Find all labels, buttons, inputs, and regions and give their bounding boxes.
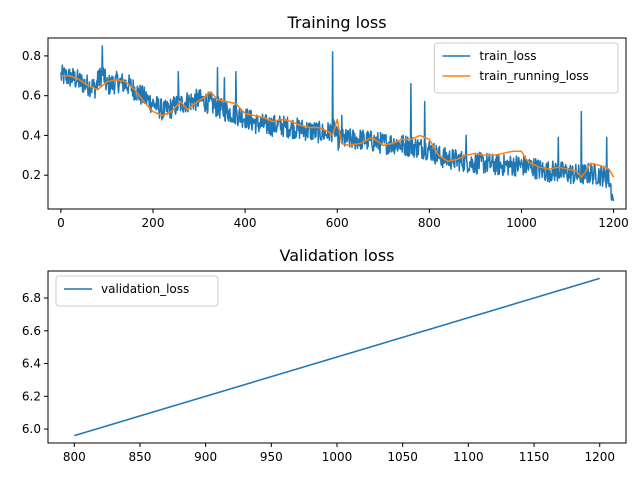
x-tick-label: 600 [326, 216, 349, 230]
y-tick-label: 6.2 [22, 389, 41, 403]
legend-box [55, 275, 219, 307]
x-tick-label: 1200 [598, 216, 629, 230]
x-tick-label: 1000 [322, 450, 353, 464]
series-line-train-loss [60, 45, 615, 202]
x-tick-label: 1000 [506, 216, 537, 230]
x-tick-label: 800 [63, 450, 86, 464]
x-tick-label: 900 [194, 450, 217, 464]
y-tick-label: 0.8 [22, 49, 41, 63]
x-tick-label: 1150 [519, 450, 550, 464]
series-line-train-running-loss [60, 75, 615, 178]
y-tick-label: 0.2 [22, 168, 41, 182]
series-line-validation-loss [74, 277, 600, 437]
y-tick-label: 6.4 [22, 357, 41, 371]
x-tick-label: 200 [142, 216, 165, 230]
y-tick-label: 6.8 [22, 291, 41, 305]
chart-title: Training loss [286, 13, 386, 32]
y-tick-label: 0.4 [22, 128, 41, 142]
x-tick-label: 850 [129, 450, 152, 464]
x-tick-label: 1200 [584, 450, 615, 464]
x-tick-label: 1100 [453, 450, 484, 464]
chart-title: Validation loss [280, 246, 395, 265]
x-tick-label: 950 [260, 450, 283, 464]
legend-box [433, 42, 619, 94]
x-tick-label: 1050 [387, 450, 418, 464]
legend-label-train-running-loss: train_running_loss [479, 69, 588, 83]
y-tick-label: 6.0 [22, 422, 41, 436]
y-tick-label: 6.6 [22, 324, 41, 338]
y-tick-label: 0.6 [22, 89, 41, 103]
legend-label-validation-loss: validation_loss [101, 282, 189, 296]
x-tick-label: 800 [418, 216, 441, 230]
legend-label-train-loss: train_loss [479, 49, 536, 63]
x-tick-label: 0 [57, 216, 65, 230]
x-tick-label: 400 [234, 216, 257, 230]
